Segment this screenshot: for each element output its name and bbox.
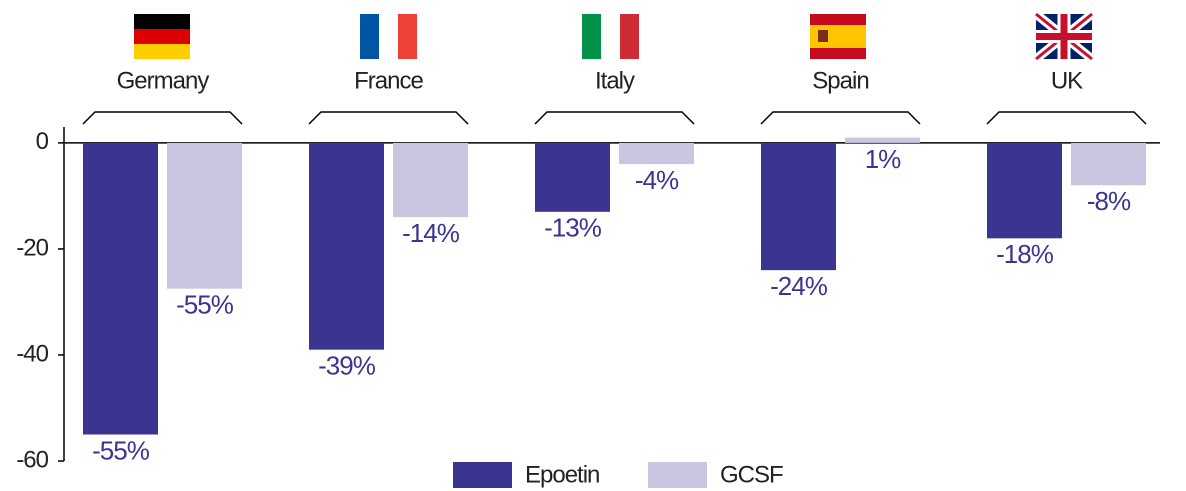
flag-france xyxy=(360,14,417,59)
flag-spain xyxy=(810,14,866,59)
bar xyxy=(845,137,920,143)
value-label: -39% xyxy=(318,351,376,381)
category-label: France xyxy=(354,67,423,94)
flag-italy xyxy=(582,14,639,59)
category-label: Italy xyxy=(595,67,635,94)
value-label: 1% xyxy=(865,144,901,174)
flag-germany xyxy=(134,14,190,59)
legend-swatch xyxy=(648,462,707,488)
bar xyxy=(167,142,242,289)
bracket xyxy=(760,111,921,125)
bracket xyxy=(986,111,1147,125)
legend-swatch xyxy=(453,462,512,488)
bar xyxy=(987,142,1062,239)
y-tick-label: -20 xyxy=(16,234,48,261)
value-label: -55% xyxy=(176,290,234,320)
bar xyxy=(309,142,384,350)
value-label: -18% xyxy=(996,239,1054,269)
bar xyxy=(1071,142,1146,186)
y-tick-label: 0 xyxy=(36,128,49,155)
bracket xyxy=(82,111,243,125)
value-label: -13% xyxy=(544,213,602,243)
value-label: -14% xyxy=(402,218,460,248)
bar xyxy=(761,142,836,271)
value-label: -4% xyxy=(635,165,679,195)
legend-label: Epoetin xyxy=(525,461,599,488)
bracket xyxy=(534,111,695,125)
category-label: Germany xyxy=(117,67,210,94)
category-label: Spain xyxy=(812,67,868,94)
y-tick-label: -40 xyxy=(16,340,48,367)
value-label: -8% xyxy=(1087,186,1131,216)
bracket xyxy=(308,111,469,125)
bar xyxy=(393,142,468,218)
value-label: -55% xyxy=(92,435,150,465)
category-label: UK xyxy=(1051,67,1083,94)
y-tick-label: -60 xyxy=(16,446,48,473)
value-label: -24% xyxy=(770,271,828,301)
bar xyxy=(83,142,158,435)
bar xyxy=(535,142,610,212)
legend-label: GCSF xyxy=(720,461,783,488)
bar xyxy=(619,142,694,165)
flag-uk xyxy=(1033,10,1095,63)
